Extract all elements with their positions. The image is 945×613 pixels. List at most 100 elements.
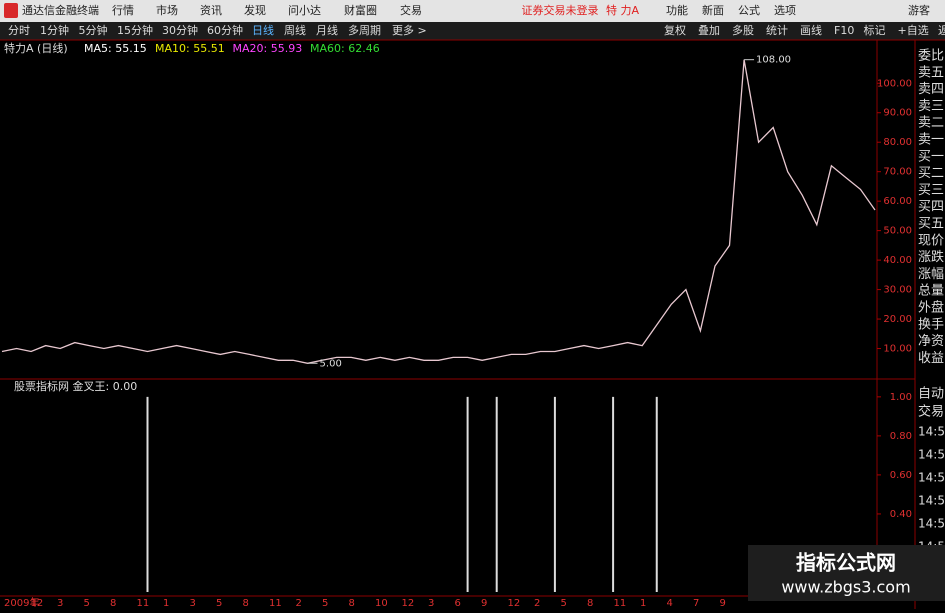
- title-bar: [0, 0, 945, 22]
- trade-label[interactable]: 交易: [918, 404, 944, 420]
- x-tick-label: 2009年: [4, 596, 39, 609]
- period-tab[interactable]: 更多 >: [392, 23, 427, 37]
- x-tick-label: 1: [640, 598, 646, 609]
- quote-label: 净资: [918, 334, 944, 349]
- quote-label: 卖四: [918, 82, 944, 97]
- menu-item[interactable]: 市场: [156, 3, 178, 17]
- y-tick-label: 80.00: [883, 137, 912, 148]
- watermark-title: 指标公式网: [796, 551, 896, 575]
- y-tick-label: 60.00: [883, 196, 912, 207]
- quote-label: 买四: [918, 200, 944, 215]
- x-tick-label: 9: [720, 598, 726, 609]
- x-tick-label: 11: [614, 598, 627, 609]
- quote-label: 买三: [918, 183, 944, 198]
- period-tab[interactable]: 15分钟: [117, 23, 153, 37]
- ma-label: MA10: 55.51: [155, 42, 225, 55]
- toolbar-action[interactable]: +自选: [898, 24, 929, 37]
- x-tick-label: 2: [534, 598, 540, 609]
- ma-label: MA60: 62.46: [310, 42, 380, 55]
- quote-label: 买二: [918, 166, 944, 181]
- y-tick-label: 10.00: [883, 344, 912, 355]
- ma-label: MA20: 55.93: [233, 42, 303, 55]
- y-tick-label: 50.00: [883, 226, 912, 237]
- x-tick-label: 9: [481, 598, 487, 609]
- menu-item[interactable]: 行情: [112, 4, 134, 17]
- tool-item[interactable]: 选项: [774, 4, 796, 17]
- y-tick-label: 0.80: [890, 431, 912, 442]
- tool-item[interactable]: 公式: [738, 4, 760, 17]
- high-label: 108.00: [756, 55, 791, 66]
- x-tick-label: 5: [561, 598, 567, 609]
- price-line: [1, 59, 876, 364]
- x-tick-label: 1: [163, 598, 169, 609]
- x-tick-label: 5: [322, 598, 328, 609]
- menu-item[interactable]: 发现: [244, 3, 266, 17]
- period-tab[interactable]: 5分钟: [79, 23, 108, 37]
- y-tick-label: 40.00: [883, 255, 912, 266]
- x-tick-label: 5: [84, 598, 90, 609]
- quote-label: 换手: [918, 317, 944, 332]
- toolbar-action[interactable]: F10: [834, 24, 854, 37]
- chart-header: 特力A (日线): [4, 41, 68, 55]
- x-tick-label: 3: [57, 598, 63, 609]
- trade-label[interactable]: 自动: [918, 387, 944, 402]
- x-tick-label: 6: [455, 598, 461, 609]
- period-tab[interactable]: 周线: [284, 23, 306, 37]
- watermark-box: [748, 545, 945, 601]
- toolbar-action[interactable]: 多股: [732, 23, 754, 37]
- toolbar-action[interactable]: 返回: [938, 24, 945, 37]
- menu-item[interactable]: 交易: [400, 3, 422, 17]
- y-tick-label: 20.00: [883, 314, 912, 325]
- toolbar-action[interactable]: 画线: [800, 23, 822, 37]
- quote-label: 外盘: [918, 300, 944, 316]
- quote-label: 卖五: [918, 65, 944, 80]
- x-tick-label: 8: [110, 598, 116, 609]
- period-tab[interactable]: 1分钟: [40, 23, 69, 37]
- user[interactable]: 游客: [908, 3, 930, 17]
- logo: [4, 3, 18, 18]
- quote-label: 卖三: [918, 99, 944, 114]
- period-tab[interactable]: 月线: [316, 23, 338, 37]
- tool-item[interactable]: 功能: [666, 3, 688, 17]
- x-tick-label: 4: [667, 598, 673, 609]
- x-tick-label: 7: [693, 598, 699, 609]
- tool-item[interactable]: 新面: [702, 3, 724, 17]
- menu-item[interactable]: 资讯: [200, 4, 222, 17]
- toolbar-action[interactable]: 统计: [766, 24, 788, 37]
- quote-label: 收益: [918, 351, 944, 366]
- x-tick-label: 11: [269, 598, 282, 609]
- period-tab[interactable]: 日线: [252, 23, 274, 37]
- quote-label: 卖一: [918, 133, 944, 148]
- x-tick-label: 10: [375, 598, 388, 609]
- indicator-header: 股票指标网 金叉王: 0.00: [14, 379, 137, 393]
- low-label: 5.00: [320, 358, 342, 369]
- toolbar-action[interactable]: 复权: [664, 23, 686, 37]
- toolbar-action[interactable]: 叠加: [698, 24, 720, 37]
- x-tick-label: 2: [296, 598, 302, 609]
- period-tab[interactable]: 60分钟: [207, 23, 243, 37]
- trade-time: 14:50: [918, 494, 945, 508]
- quote-label: 委比: [918, 49, 944, 64]
- x-tick-label: 5: [216, 598, 222, 609]
- x-tick-label: 12: [508, 598, 521, 609]
- x-tick-label: 12: [402, 598, 415, 609]
- period-tab[interactable]: 30分钟: [162, 23, 198, 37]
- menu-item[interactable]: 问小达: [288, 4, 321, 17]
- toolbar-action[interactable]: 标记: [864, 23, 886, 37]
- quote-label: 涨幅: [918, 267, 944, 282]
- y-tick-label: 1.00: [890, 392, 912, 403]
- ma-label: MA5: 55.15: [84, 42, 147, 55]
- period-tab[interactable]: 多周期: [348, 23, 381, 37]
- menu-item[interactable]: 财富圈: [344, 3, 377, 17]
- y-tick-label: 70.00: [883, 167, 912, 178]
- quote-label: 买五: [918, 217, 944, 232]
- trade-time: 14:50: [918, 471, 945, 485]
- quote-label: 涨跌: [918, 249, 944, 265]
- trade-time: 14:50: [918, 448, 945, 462]
- period-tab[interactable]: 分时: [8, 24, 30, 37]
- x-tick-label: 12: [31, 598, 44, 609]
- login-status[interactable]: 证券交易未登录: [522, 3, 599, 17]
- y-tick-label: 90.00: [883, 108, 912, 119]
